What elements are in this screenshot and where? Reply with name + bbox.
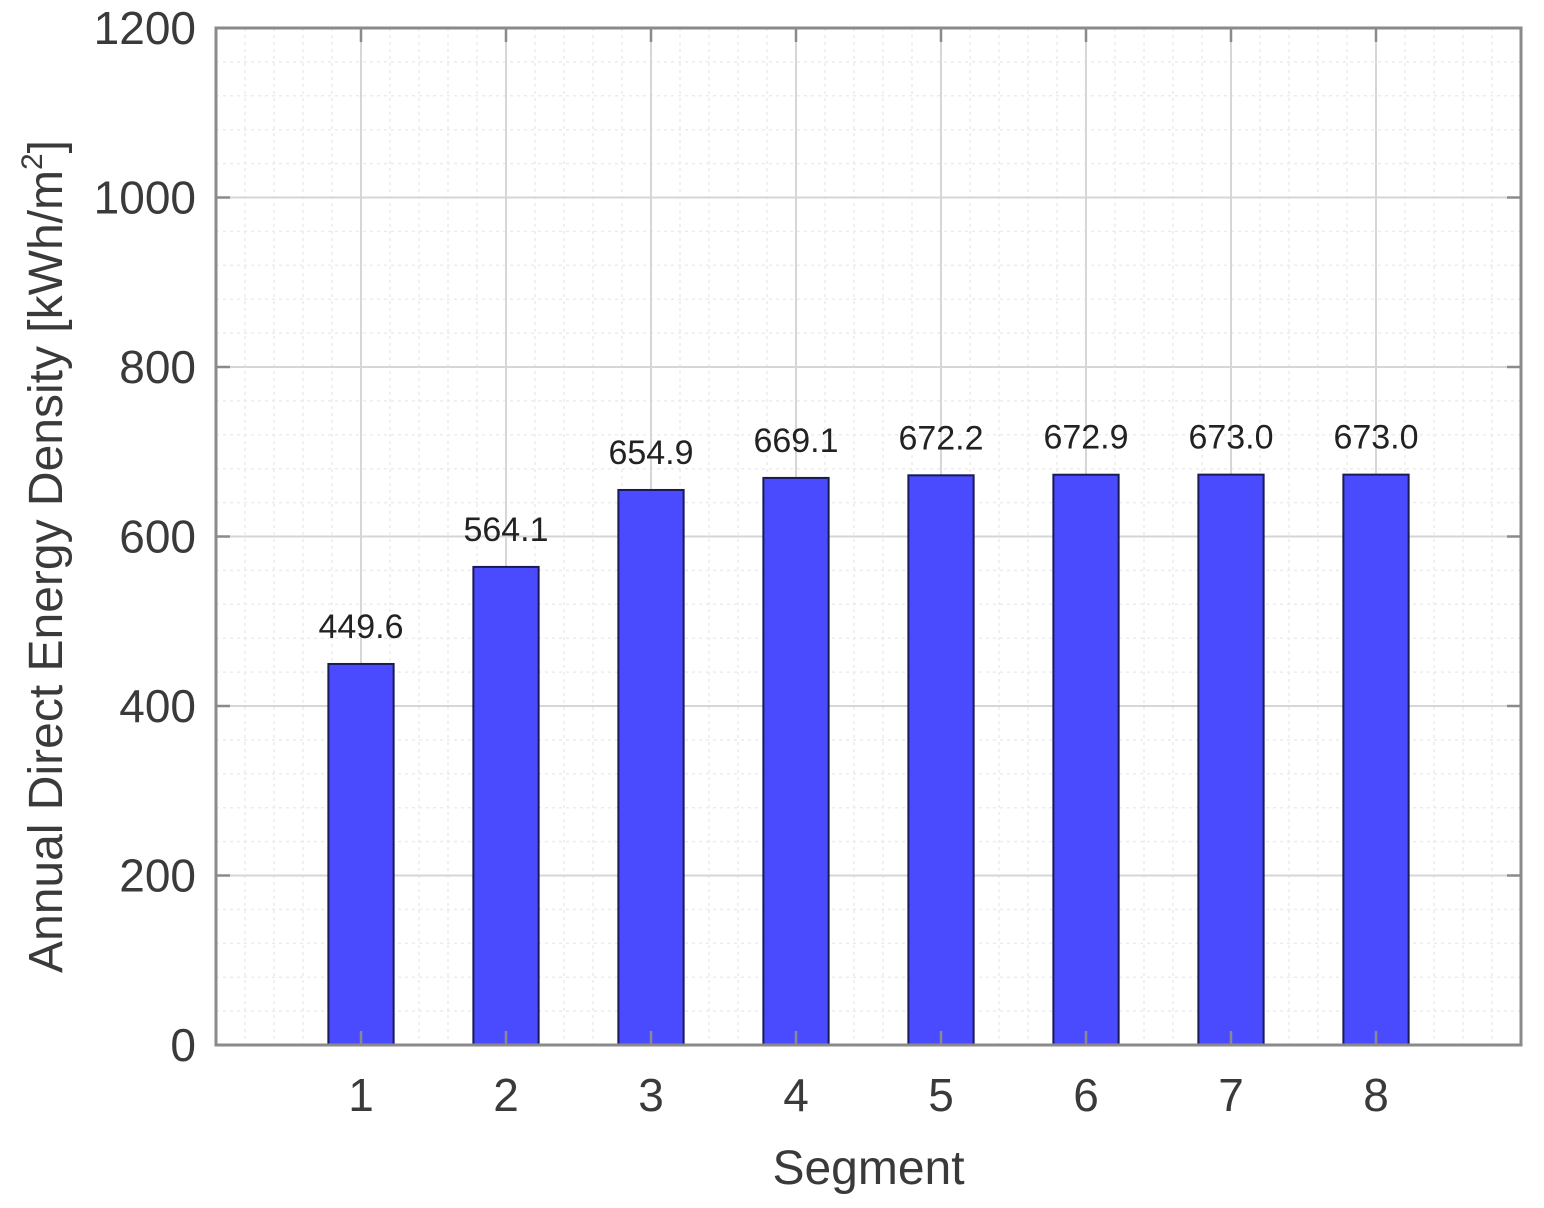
- bar-segment-8: [1342, 473, 1410, 1046]
- data-label-segment-1: 449.6: [318, 608, 403, 646]
- data-label-segment-6: 672.9: [1043, 419, 1128, 457]
- x-tick-label-8: 8: [1363, 1069, 1389, 1121]
- y-axis-title-close: ]: [20, 140, 73, 153]
- bar-segment-7: [1197, 473, 1265, 1046]
- data-label-segment-2: 564.1: [463, 511, 548, 549]
- x-tick-label-5: 5: [928, 1069, 954, 1121]
- x-tick-label-6: 6: [1073, 1069, 1099, 1121]
- y-axis-title-superscript: 2: [16, 153, 49, 170]
- bar-segment-3: [617, 488, 685, 1047]
- bar-segment-4: [762, 476, 830, 1046]
- y-tick-label-400: 400: [119, 680, 196, 732]
- x-tick-label-2: 2: [493, 1069, 519, 1121]
- tick-marks: [216, 26, 1521, 1047]
- y-axis-title: Annual Direct Energy Density [kWh/m2]: [16, 140, 73, 973]
- x-tick-label-1: 1: [348, 1069, 374, 1121]
- data-label-segment-4: 669.1: [753, 422, 838, 460]
- y-tick-label-200: 200: [119, 850, 196, 902]
- data-label-segment-8: 673.0: [1333, 419, 1418, 457]
- y-tick-label-1200: 1200: [94, 2, 196, 54]
- data-labels: 449.6 564.1 654.9 669.1 672.2 672.9 673.0 673.0: [318, 419, 1418, 646]
- x-tick-label-4: 4: [783, 1069, 809, 1121]
- bar-segment-6: [1052, 473, 1120, 1047]
- x-tick-label-3: 3: [638, 1069, 664, 1121]
- y-tick-label-600: 600: [119, 511, 196, 563]
- y-axis-title-main: Annual Direct Energy Density [kWh/m: [20, 170, 73, 973]
- x-tick-labels: 1 2 3 4 5 6 7 8: [348, 1069, 1389, 1121]
- y-tick-label-800: 800: [119, 341, 196, 393]
- bar-segment-1: [327, 662, 395, 1046]
- x-axis-title: Segment: [772, 1142, 964, 1195]
- bars: [327, 473, 1410, 1047]
- major-gridlines: [216, 27, 1521, 1045]
- data-label-segment-5: 672.2: [898, 419, 983, 457]
- data-label-segment-7: 673.0: [1188, 419, 1273, 457]
- x-tick-label-7: 7: [1218, 1069, 1244, 1121]
- y-tick-label-1000: 1000: [94, 172, 196, 224]
- y-tick-label-0: 0: [170, 1019, 196, 1071]
- bar-segment-5: [907, 474, 975, 1046]
- y-tick-labels: 0 200 400 600 800 1000 1200: [94, 2, 196, 1071]
- data-label-segment-3: 654.9: [608, 434, 693, 472]
- bar-segment-2: [472, 565, 540, 1046]
